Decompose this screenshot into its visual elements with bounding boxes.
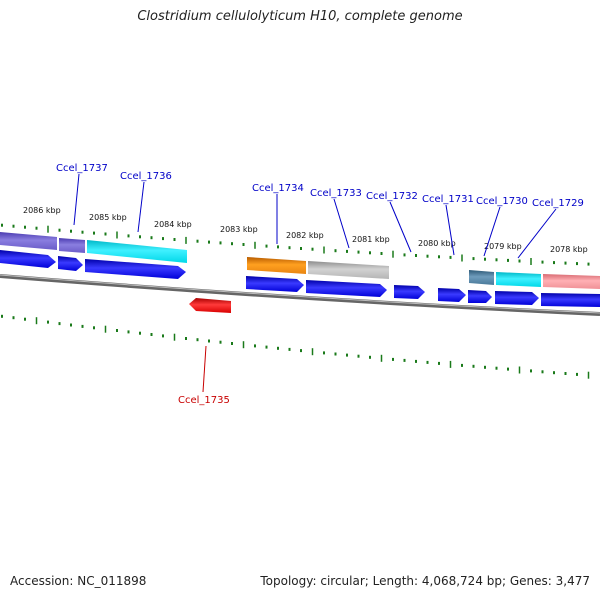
accession-text: Accession: NC_011898 [10,574,147,588]
kbp-label: 2079 kbp [484,242,522,251]
cds-ccel-1731 [438,288,466,302]
feature-ccel-1730-cog [496,272,541,287]
cds-ccel-1730 [468,290,492,303]
gene-label-ccel-1736: Ccel_1736 [120,171,172,182]
leader-ccel-1729 [517,208,557,259]
leader-ccel-1735 [202,345,207,393]
gene-labels: Ccel_1737 Ccel_1736 Ccel_1734 Ccel_1733 … [56,163,584,406]
gene-label-ccel-1733: Ccel_1733 [310,188,362,199]
cds-ccel-1736 [85,259,186,279]
topology-text: Topology: circular; Length: 4,068,724 bp… [260,574,590,588]
genome-backbone [0,274,600,316]
feature-ccel-1738-cog [0,232,57,250]
kbp-label: 2080 kbp [418,239,456,248]
cds-ccel-1735 [189,298,231,313]
cds-ccel-1728 [541,293,600,307]
cog-feature-track [0,232,600,289]
feature-ccel-1733-cog [308,261,389,279]
gene-label-leaders [73,173,557,393]
kbp-label: 2083 kbp [220,225,258,234]
inner-scale-ticks [1,314,590,379]
cds-ccel-1732 [394,285,425,299]
leader-ccel-1733 [333,198,350,249]
cds-ccel-1733 [306,280,387,297]
feature-ccel-1736-cog [87,240,187,263]
kbp-label: 2086 kbp [23,206,61,215]
feature-ccel-1731-cog [469,270,494,285]
leader-ccel-1736 [137,181,145,233]
gene-label-ccel-1735: Ccel_1735 [178,395,230,406]
leader-ccel-1730 [483,206,501,257]
gene-label-ccel-1731: Ccel_1731 [422,194,474,205]
genome-backbone-highlight [0,274,600,314]
kbp-label: 2081 kbp [352,235,390,244]
leader-ccel-1732 [389,201,412,253]
gene-label-ccel-1732: Ccel_1732 [366,191,418,202]
map-title: Clostridium cellulolyticum H10, complete… [137,9,463,24]
kbp-label: 2078 kbp [550,245,588,254]
cds-ccel-1729 [495,291,539,305]
gene-label-ccel-1737: Ccel_1737 [56,163,108,174]
gene-label-ccel-1729: Ccel_1729 [532,198,584,209]
forward-cds-track [0,250,600,307]
kbp-label: 2085 kbp [89,213,127,222]
leader-ccel-1731 [445,204,455,256]
gene-label-ccel-1730: Ccel_1730 [476,196,528,207]
gene-label-ccel-1734: Ccel_1734 [252,183,304,194]
kbp-labels: 2086 kbp 2085 kbp 2084 kbp 2083 kbp 2082… [23,206,588,254]
cds-ccel-1737 [58,256,83,271]
leader-ccel-1737 [73,173,80,226]
feature-ccel-1734-cog [247,257,306,274]
cds-ccel-1734 [246,276,304,292]
feature-ccel-1737-cog [59,238,85,253]
feature-ccel-1729-cog [543,274,600,289]
cds-ccel-1738 [0,250,56,268]
kbp-label: 2082 kbp [286,231,324,240]
kbp-label: 2084 kbp [154,220,192,229]
outer-scale-ticks [1,223,590,266]
